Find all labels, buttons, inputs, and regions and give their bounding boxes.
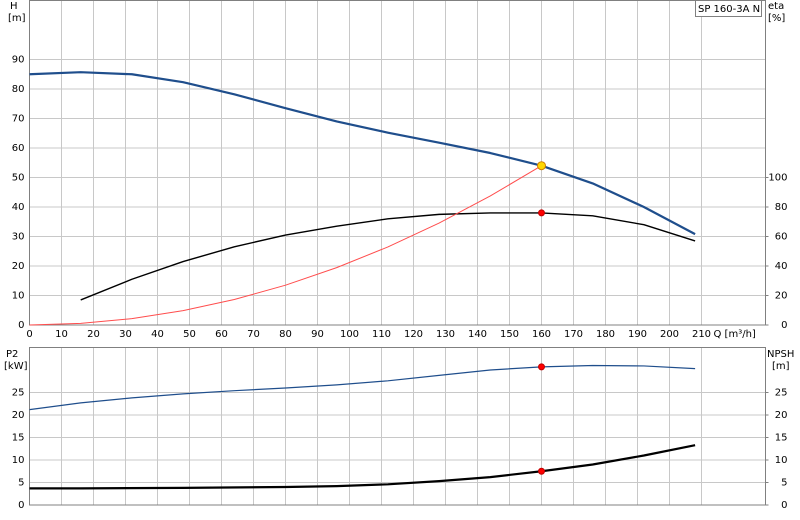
- x-tick-label: 170: [564, 329, 583, 340]
- y-tick-label: 5: [18, 478, 24, 489]
- y-tick-label: 0: [18, 320, 24, 331]
- y2-tick-label: 10: [775, 455, 788, 466]
- y2-tick-label: 40: [775, 261, 788, 272]
- y-tick-label: 50: [12, 173, 25, 184]
- x-tick-label: 70: [247, 329, 260, 340]
- x-tick-label: 190: [628, 329, 647, 340]
- y-tick-label: 15: [12, 433, 25, 444]
- x-tick-label: 10: [55, 329, 68, 340]
- data-line: [80, 212, 696, 301]
- y2-tick-label: 15: [775, 433, 788, 444]
- x-tick-label: 120: [404, 329, 423, 340]
- y2-tick-label: 20: [775, 410, 788, 421]
- y-tick-label: 20: [12, 261, 25, 272]
- y-axis-label: H: [10, 1, 18, 12]
- y-tick-label: 30: [12, 232, 25, 243]
- y2-tick-label: 100: [768, 173, 787, 184]
- y-axis-unit: [kW]: [4, 361, 28, 372]
- data-line: [29, 71, 696, 236]
- y2-axis-label: eta: [768, 1, 784, 12]
- plot-frame: [29, 347, 766, 506]
- y-tick-label: 60: [12, 143, 25, 154]
- x-tick-label: 140: [468, 329, 487, 340]
- duty-point: [538, 467, 545, 475]
- x-tick-label: 40: [151, 329, 164, 340]
- y2-axis-unit: [m]: [772, 361, 790, 372]
- plot-frame: [29, 0, 766, 326]
- x-tick-label: 60: [215, 329, 228, 340]
- x-tick-label: 200: [660, 329, 679, 340]
- x-tick-label: 80: [279, 329, 292, 340]
- x-tick-label: 0: [26, 329, 32, 340]
- y2-tick-label: 0: [781, 500, 787, 511]
- x-tick-label: 50: [183, 329, 196, 340]
- y-tick-label: 70: [12, 114, 25, 125]
- data-line: [29, 364, 696, 411]
- x-tick-label: 110: [372, 329, 391, 340]
- y-tick-label: 0: [18, 500, 24, 511]
- x-tick-label: 160: [532, 329, 551, 340]
- y2-tick-label: 60: [775, 232, 788, 243]
- x-tick-label: 100: [340, 329, 359, 340]
- y-axis-unit: [m]: [8, 13, 26, 24]
- x-tick-label: 180: [596, 329, 615, 340]
- title-box: [695, 0, 762, 17]
- data-line: [29, 444, 696, 490]
- y2-axis-unit: [%]: [768, 13, 785, 24]
- chart-title: SP 160-3A N: [698, 4, 760, 15]
- y-axis-label: P2: [6, 349, 18, 360]
- y2-tick-label: 0: [781, 320, 787, 331]
- y-tick-label: 10: [12, 291, 25, 302]
- y-tick-label: 80: [12, 84, 25, 95]
- x-tick-label: 30: [119, 329, 132, 340]
- duty-point: [537, 161, 546, 171]
- y2-tick-label: 20: [775, 291, 788, 302]
- y2-axis-label: NPSH: [767, 349, 794, 360]
- y-tick-label: 20: [12, 410, 25, 421]
- y2-tick-label: 80: [775, 202, 788, 213]
- duty-point: [538, 363, 545, 371]
- duty-point: [538, 209, 545, 217]
- x-tick-label: 130: [436, 329, 455, 340]
- x-tick-label: 210: [692, 329, 711, 340]
- y2-tick-label: 25: [775, 388, 788, 399]
- y-tick-label: 25: [12, 388, 25, 399]
- x-tick-label: 150: [500, 329, 519, 340]
- y-tick-label: 10: [12, 455, 25, 466]
- y-tick-label: 40: [12, 202, 25, 213]
- data-line: [29, 165, 542, 326]
- y2-tick-label: 5: [781, 478, 787, 489]
- x-tick-label: 20: [87, 329, 100, 340]
- x-axis-label: Q [m³/h]: [714, 329, 756, 340]
- y-tick-label: 90: [12, 55, 25, 66]
- x-tick-label: 90: [311, 329, 324, 340]
